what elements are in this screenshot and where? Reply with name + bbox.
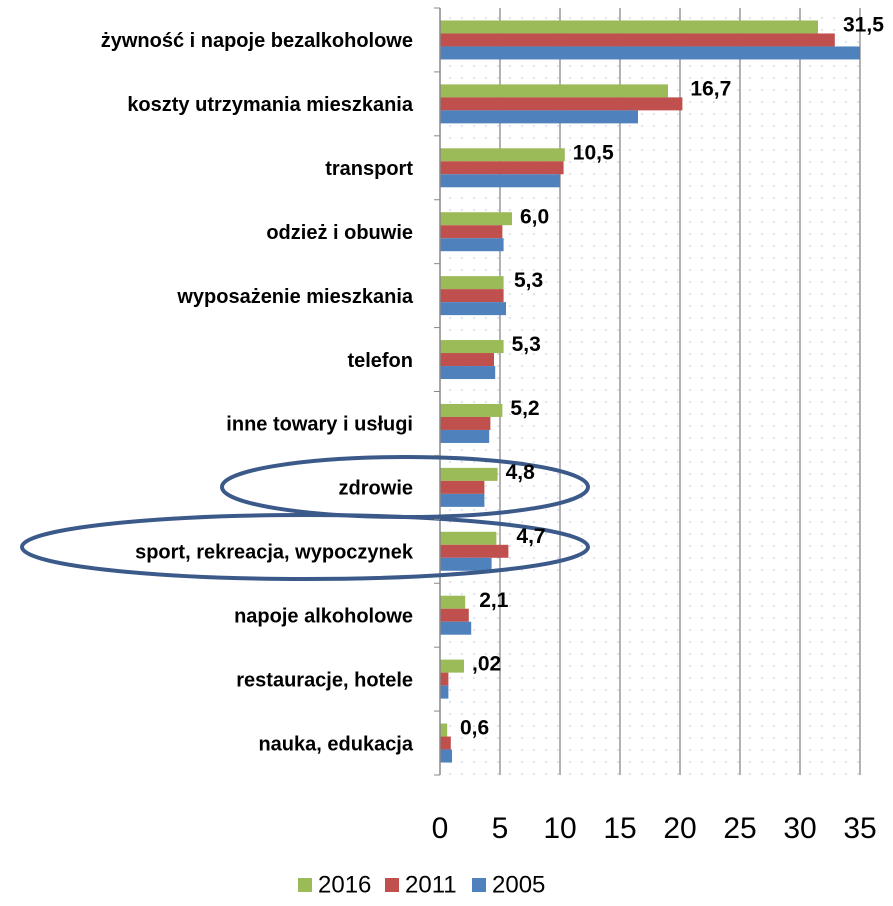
bar	[440, 608, 469, 622]
bar	[440, 685, 449, 699]
y-tick-label: telefon	[347, 350, 413, 372]
x-tick-label: 0	[432, 812, 449, 845]
bar	[440, 97, 683, 111]
bar	[440, 289, 504, 303]
legend-label: 2016	[318, 871, 371, 898]
bar	[440, 238, 504, 252]
annotation: 31,5	[843, 14, 884, 37]
y-tick-label: inne towary i usługi	[226, 414, 413, 436]
x-tick-label: 10	[543, 812, 576, 845]
legend-label: 2005	[492, 871, 545, 898]
annotation: 4,8	[506, 461, 536, 484]
bar	[440, 467, 498, 481]
y-tick-label: nauka, edukacja	[258, 733, 413, 755]
y-tick-label: odzież i obuwie	[266, 222, 413, 244]
annotation: 0,6	[460, 717, 489, 740]
x-tick-label: 15	[603, 812, 636, 845]
bar	[440, 46, 860, 60]
bar	[440, 659, 464, 673]
bar	[440, 302, 506, 316]
legend-label: 2011	[405, 871, 457, 898]
bar	[440, 749, 452, 763]
annotation: 5,3	[514, 269, 543, 292]
bar	[440, 595, 466, 609]
bar	[440, 723, 448, 737]
annotation: 16,7	[690, 77, 731, 100]
x-tick-label: 35	[843, 812, 876, 845]
y-tick-label: zdrowie	[339, 478, 413, 500]
plot-background	[440, 8, 860, 775]
bar	[440, 212, 512, 226]
legend-swatch	[472, 878, 486, 892]
annotation: 6,0	[520, 205, 549, 228]
bar	[440, 161, 564, 175]
y-tick-label: żywność i napoje bezalkoholowe	[101, 30, 413, 52]
bar	[440, 531, 497, 545]
y-tick-label: restauracje, hotele	[236, 669, 413, 691]
y-tick-label: sport, rekreacja, wypoczynek	[135, 542, 414, 564]
bar	[440, 736, 451, 750]
bar	[440, 416, 491, 430]
bar	[440, 148, 565, 162]
bar	[440, 110, 638, 124]
legend-swatch	[385, 878, 399, 892]
legend-swatch	[298, 878, 312, 892]
bar	[440, 340, 504, 354]
bar	[440, 493, 485, 507]
annotation: 5,2	[510, 397, 539, 420]
bar	[440, 225, 503, 239]
bar	[440, 353, 494, 367]
bar	[440, 174, 560, 188]
y-tick-label: transport	[325, 158, 413, 180]
y-tick-label: wyposażenie mieszkania	[176, 286, 414, 308]
bar	[440, 429, 490, 443]
x-tick-label: 30	[783, 812, 816, 845]
bar	[440, 84, 668, 98]
bar	[440, 672, 449, 686]
y-tick-label: koszty utrzymania mieszkania	[127, 94, 414, 116]
bar	[440, 366, 496, 380]
bar	[440, 621, 472, 635]
bar	[440, 33, 835, 47]
bar	[440, 557, 492, 571]
bar	[440, 544, 509, 558]
x-tick-label: 25	[723, 812, 756, 845]
bar	[440, 276, 504, 290]
annotation: 10,5	[573, 141, 614, 164]
annotation: 2,1	[479, 589, 509, 612]
x-tick-label: 20	[663, 812, 696, 845]
y-tick-label: napoje alkoholowe	[234, 605, 413, 627]
bar	[440, 480, 485, 494]
annotation: 4,7	[516, 525, 545, 548]
x-tick-label: 5	[492, 812, 509, 845]
bar	[440, 403, 503, 417]
annotation: ,02	[472, 653, 501, 676]
bar	[440, 20, 818, 34]
highlight-ellipse	[20, 513, 590, 581]
annotation: 5,3	[512, 333, 541, 356]
